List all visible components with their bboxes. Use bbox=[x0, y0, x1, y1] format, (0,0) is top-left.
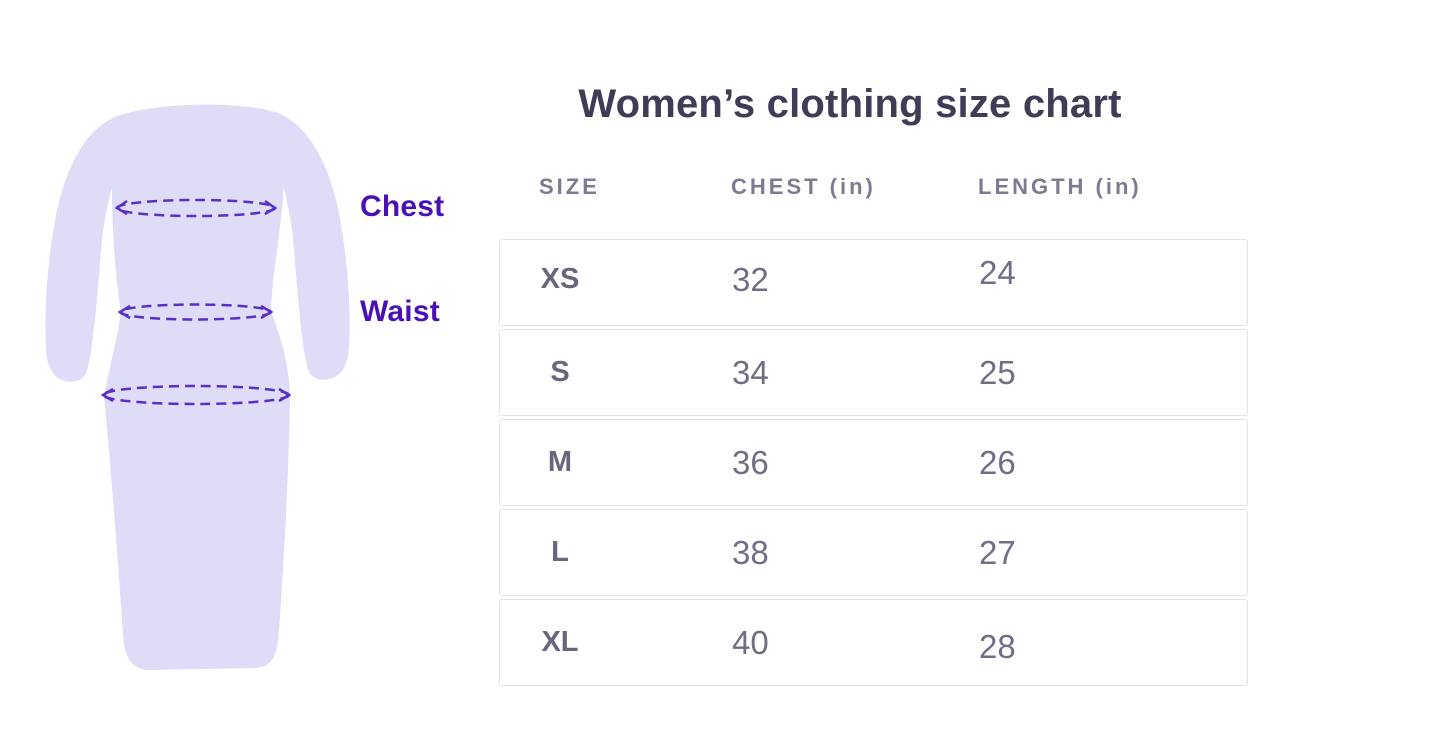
size-cell: XL bbox=[541, 626, 579, 658]
chest-measure-right-arrow bbox=[264, 199, 278, 216]
waist-label: Waist bbox=[360, 295, 440, 328]
size-cell: XS bbox=[540, 263, 580, 295]
table-row-xl: XL 40 28 bbox=[499, 599, 1248, 686]
dress-right-sleeve bbox=[275, 112, 350, 380]
length-cell: 25 bbox=[979, 353, 1016, 391]
chest-cell: 40 bbox=[732, 623, 769, 661]
chest-label: Chest bbox=[360, 190, 445, 223]
size-table: SIZE CHEST (in) LENGTH (in) XS 32 24 S 3… bbox=[499, 174, 1248, 689]
page-title: Women’s clothing size chart bbox=[578, 82, 1122, 126]
length-cell: 26 bbox=[979, 443, 1016, 481]
size-cell: M bbox=[547, 446, 573, 478]
dress-body bbox=[104, 104, 290, 670]
hip-measure-left-arrow bbox=[100, 387, 114, 403]
header-length: LENGTH (in) bbox=[978, 174, 1142, 199]
waist-measure-left-arrow bbox=[117, 304, 131, 320]
dress-illustration bbox=[45, 104, 350, 670]
table-row-l: L 38 27 bbox=[499, 509, 1248, 596]
table-row-s: S 34 25 bbox=[499, 329, 1248, 416]
waist-measure-right-arrow bbox=[260, 304, 274, 320]
chest-measure-left-arrow bbox=[114, 199, 128, 216]
table-header-row: SIZE CHEST (in) LENGTH (in) bbox=[499, 174, 1248, 239]
chest-cell: 34 bbox=[732, 353, 769, 391]
hip-measure-right-arrow bbox=[278, 387, 292, 403]
size-cell: S bbox=[550, 356, 570, 388]
length-cell: 24 bbox=[979, 253, 1016, 291]
table-row-m: M 36 26 bbox=[499, 419, 1248, 506]
header-chest: CHEST (in) bbox=[731, 174, 876, 199]
length-cell: 27 bbox=[979, 533, 1016, 571]
length-cell: 28 bbox=[979, 627, 1016, 665]
chest-cell: 32 bbox=[732, 260, 769, 298]
header-size: SIZE bbox=[539, 174, 600, 199]
size-cell: L bbox=[551, 536, 569, 568]
chest-cell: 36 bbox=[732, 443, 769, 481]
chest-cell: 38 bbox=[732, 533, 769, 571]
dress-left-sleeve bbox=[45, 115, 120, 382]
table-row-xs: XS 32 24 bbox=[499, 239, 1248, 326]
